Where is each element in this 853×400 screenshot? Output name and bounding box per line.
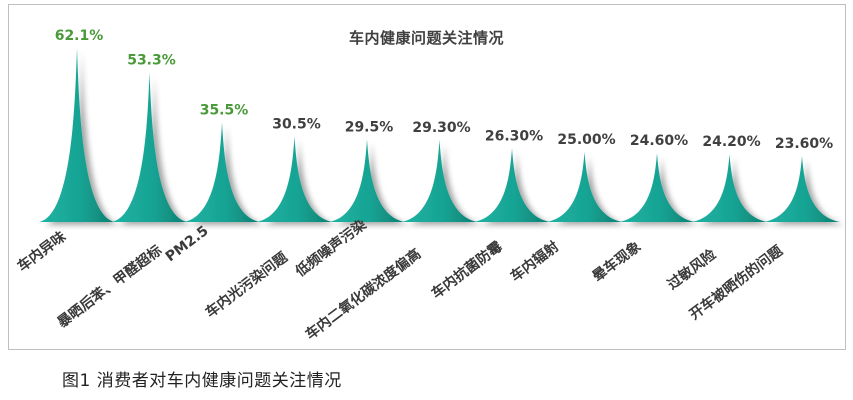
value-label-11: 23.60% [775,136,833,152]
peak-bar-10 [691,154,768,222]
category-label-8: 车内辐射 [507,238,562,285]
peak-bar-2 [111,72,188,222]
peak-bar-7 [474,148,550,222]
peak-bar-4 [256,136,333,222]
category-label-1: 车内异味 [14,228,69,275]
value-label-10: 24.20% [702,134,760,150]
peak-bar-6 [401,139,478,222]
value-label-5: 29.5% [345,119,394,135]
category-label-3: PM2.5 [163,223,212,265]
category-label-10: 过敏风险 [664,245,720,293]
peak-bar-8 [546,151,623,222]
peak-bar-1 [39,48,115,222]
category-label-4: 车内光污染问题 [202,248,291,321]
value-label-3: 35.5% [200,103,249,119]
peak-bar-5 [329,139,405,222]
value-label-4: 30.5% [272,117,321,133]
figure-caption: 图1 消费者对车内健康问题关注情况 [62,371,342,391]
peak-bar-3 [184,122,260,222]
value-label-8: 25.00% [557,132,615,148]
category-label-2: 暴晒后苯、甲醛超标 [53,242,165,332]
category-label-5: 低频噪声污染 [291,215,370,280]
category-label-9: 晕车现象 [589,238,644,285]
value-label-6: 29.30% [412,120,470,136]
value-label-9: 24.60% [630,133,688,149]
peak-bar-11 [764,155,840,222]
value-label-1: 62.1% [55,28,104,44]
category-label-7: 车内抗菌防霉 [428,238,505,302]
value-label-7: 26.30% [485,128,543,144]
peak-bar-9 [619,153,695,222]
value-label-2: 53.3% [127,53,176,69]
chart-title: 车内健康问题关注情况 [348,29,504,47]
